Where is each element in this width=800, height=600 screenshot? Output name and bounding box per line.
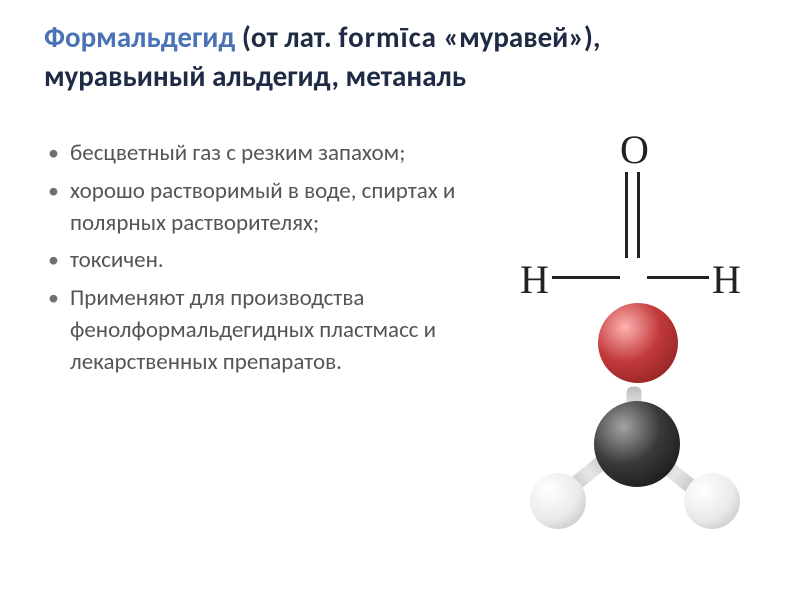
hydrogen-sphere [530,473,586,529]
list-item: токсичен. [44,245,484,277]
figure-panel: O H H C [512,130,752,550]
double-bond [625,172,628,258]
slide: Формальдегид (от лат. formīca «муравей»)… [0,0,800,600]
list-item: Применяют для производства фенолформальд… [44,283,484,378]
slide-title: Формальдегид (от лат. formīca «муравей»)… [44,18,744,96]
hydrogen-sphere [684,473,740,529]
ball-stick-model [512,313,752,533]
atom-hydrogen-right-label: H [712,256,741,303]
single-bond-left [552,276,620,279]
atom-oxygen-label: O [620,126,649,173]
atom-hydrogen-left-label: H [520,256,549,303]
title-etymology-close: «муравей»), [437,19,600,55]
double-bond [637,172,640,258]
properties-list: бесцветный газ с резким запахом; хорошо … [44,138,484,378]
title-compound-name: Формальдегид [44,19,235,55]
oxygen-sphere [598,303,678,383]
list-item: бесцветный газ с резким запахом; [44,138,484,170]
title-etymology-open: (от лат. [235,19,338,55]
structural-formula: O H H C [512,130,752,305]
list-item: хорошо растворимый в воде, спиртах и пол… [44,176,484,239]
title-latin-word: formīca [338,19,437,55]
carbon-sphere [594,401,680,487]
title-synonyms: муравьиный альдегид, метаналь [44,58,466,94]
single-bond-right [647,276,709,279]
